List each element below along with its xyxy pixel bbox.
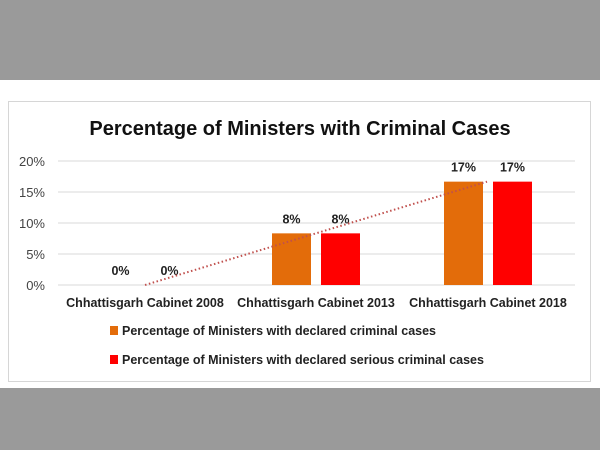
legend-swatch-2: [110, 355, 118, 364]
y-tick-label: 15%: [19, 185, 45, 200]
legend-label-1: Percentage of Ministers with declared cr…: [122, 324, 436, 338]
bar-2: [321, 233, 360, 285]
chart-frame: [8, 101, 591, 382]
data-label: 17%: [500, 161, 525, 175]
y-tick-label: 0%: [26, 278, 45, 293]
bottom-gray-band: [0, 388, 600, 450]
x-category-label: Chhattisgarh Cabinet 2008: [66, 296, 224, 310]
data-label: 17%: [451, 161, 476, 175]
bar-1: [272, 233, 311, 285]
top-gray-band: [0, 0, 600, 80]
trendline: [144, 180, 488, 286]
data-label: 8%: [282, 212, 300, 226]
data-label: 0%: [160, 264, 178, 278]
y-tick-label: 20%: [19, 154, 45, 169]
legend-swatch-1: [110, 326, 118, 335]
chart-title: Percentage of Ministers with Criminal Ca…: [89, 118, 510, 140]
x-category-label: Chhattisgarh Cabinet 2013: [237, 296, 395, 310]
bar-2: [493, 181, 532, 285]
x-category-label: Chhattisgarh Cabinet 2018: [409, 296, 567, 310]
y-tick-label: 5%: [26, 247, 45, 262]
legend-label-2: Percentage of Ministers with declared se…: [122, 353, 484, 367]
bar-1: [444, 181, 483, 285]
data-label: 0%: [111, 264, 129, 278]
y-tick-label: 10%: [19, 216, 45, 231]
data-label: 8%: [331, 212, 349, 226]
